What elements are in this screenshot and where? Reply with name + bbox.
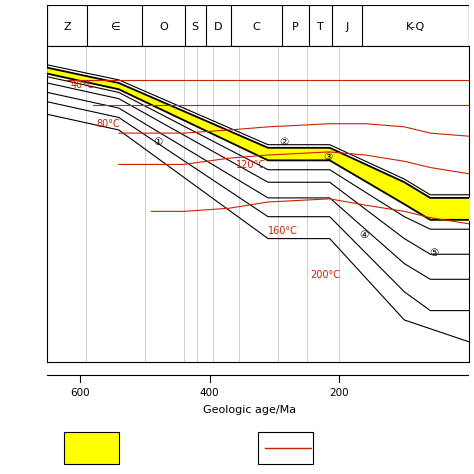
Text: D: D: [214, 22, 222, 33]
Text: ④: ④: [359, 230, 368, 240]
Text: J: J: [345, 22, 348, 33]
Text: O: O: [159, 22, 168, 33]
Text: 400: 400: [200, 388, 219, 398]
Text: 120°C: 120°C: [236, 160, 265, 170]
Text: ⑤: ⑤: [429, 248, 438, 258]
Text: 160°C: 160°C: [268, 226, 298, 236]
Text: ②: ②: [280, 137, 289, 146]
Text: Geologic age/Ma: Geologic age/Ma: [203, 405, 296, 415]
Text: P: P: [292, 22, 299, 33]
Text: Z: Z: [64, 22, 71, 33]
Text: 200: 200: [329, 388, 349, 398]
Text: ①: ①: [153, 137, 163, 146]
Text: 200°C: 200°C: [310, 270, 340, 280]
Bar: [258, 432, 313, 464]
Text: K-Q: K-Q: [406, 22, 425, 33]
Text: C: C: [252, 22, 260, 33]
Text: 80°C: 80°C: [96, 119, 120, 129]
Text: S: S: [191, 22, 199, 33]
Text: T: T: [317, 22, 324, 33]
Text: ③: ③: [323, 152, 332, 162]
Text: 40°C: 40°C: [70, 80, 94, 90]
Text: 600: 600: [70, 388, 90, 398]
Bar: [64, 432, 119, 464]
Text: ∈: ∈: [110, 22, 120, 33]
